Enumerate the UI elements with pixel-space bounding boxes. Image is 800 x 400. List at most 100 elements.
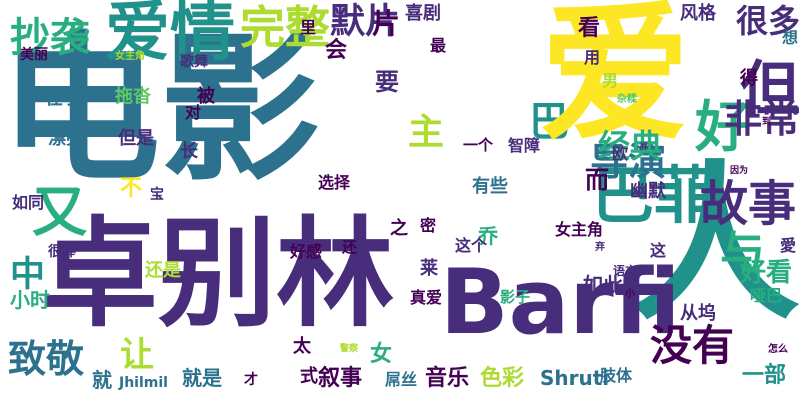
word-zhu: 主 <box>408 112 445 153</box>
word-ai-traditional: 愛 <box>780 236 797 255</box>
word-ruci: 如此 <box>583 273 623 297</box>
word-pian: 片 <box>372 7 401 40</box>
word-yinyue: 音乐 <box>425 366 470 391</box>
word-henduo: 很多 <box>735 2 800 40</box>
word-youmo: 幽默 <box>630 181 666 202</box>
word-jiushi: 就是 <box>182 366 222 390</box>
word-diaosi: 屌丝 <box>385 370 418 389</box>
word-nan: 男 <box>602 71 619 90</box>
word-xiju: 喜剧 <box>405 3 441 24</box>
word-rang: 让 <box>120 335 154 375</box>
word-yuyan: 语言 <box>613 264 638 278</box>
word-jingdian: 经典 <box>598 127 663 165</box>
word-nv: 女 <box>370 342 393 367</box>
word-zhiti: 肢体 <box>600 366 633 385</box>
word-shruti: Shruti <box>540 366 610 390</box>
word-xushi: 叙事 <box>318 366 363 391</box>
word-bei: 被 <box>197 86 215 107</box>
word-wanzheng: 完整 <box>240 1 331 54</box>
word-nvzhujue: 女主角 <box>555 220 604 239</box>
word-jingcha: 警察 <box>340 344 359 354</box>
word-tai: 太 <box>293 336 311 357</box>
word-tuota: 拖沓 <box>115 86 151 107</box>
word-qiao: 乔 <box>478 224 498 248</box>
word-meiyou: 没有 <box>650 321 735 370</box>
word-yao: 要 <box>375 68 399 96</box>
word-yaba: 哑巴 <box>750 286 783 305</box>
word-piaoliang: 漂亮 <box>48 128 84 149</box>
word-zui: 最 <box>430 36 447 55</box>
word-aiqing: 爱情 <box>105 0 236 70</box>
word-haishi: 还是 <box>145 260 181 281</box>
word-ai: 爱 <box>540 0 691 162</box>
word-xiaoshi: 小时 <box>10 288 50 312</box>
word-hao: 好 <box>695 95 751 159</box>
word-daoyan: 导演 <box>590 140 667 184</box>
word-secai: 色彩 <box>480 366 525 391</box>
word-youxie: 有些 <box>472 176 508 197</box>
word-henbang: 很棒 <box>48 244 76 260</box>
word-yu: 与 <box>720 226 766 279</box>
word-you: 又 <box>32 180 88 244</box>
word-dan: 但 <box>740 55 800 125</box>
word-de: 得 <box>740 68 758 89</box>
word-zhi: 之 <box>390 218 408 239</box>
word-bafei: 巴菲 <box>592 159 717 232</box>
word-gewu: 歌舞 <box>180 54 208 70</box>
word-congwu: 从坞 <box>680 303 716 324</box>
word-chang: 长 <box>180 141 198 162</box>
word-lai: 莱 <box>420 258 438 279</box>
word-mopian: 默片 <box>330 2 401 42</box>
word-haokan: 好看 <box>740 258 793 288</box>
word-bao: 宝 <box>150 187 164 203</box>
word-zhijing: 致敬 <box>8 337 85 381</box>
word-qi: 弃 <box>595 242 605 253</box>
word-zarou: 杂糅 <box>617 94 637 105</box>
word-dao: 到 <box>762 117 772 127</box>
word-yige: 一个 <box>463 136 494 154</box>
word-ou: 欧 <box>612 144 629 163</box>
word-xuanze: 选择 <box>318 173 351 192</box>
word-jiu: 就 <box>92 368 112 392</box>
word-nvzhujue-small: 女主角 <box>115 51 145 62</box>
word-gushi: 故事 <box>700 176 797 232</box>
word-zhege: 这个 <box>455 236 488 255</box>
word-hui: 会 <box>325 38 348 63</box>
word-shi: 式 <box>300 366 318 387</box>
word-yingzi: 影子 <box>500 288 531 306</box>
word-rutong: 如同 <box>12 193 45 212</box>
word-danshi: 但是 <box>118 128 154 149</box>
word-xiao: 小 <box>625 289 635 300</box>
word-zenme: 怎么 <box>768 344 788 355</box>
word-barfi: Barfi <box>440 250 681 355</box>
word-haogan: 好感 <box>290 242 323 261</box>
word-kan: 看 <box>578 16 601 41</box>
word-yinwei: 因为 <box>730 166 749 176</box>
word-yibu: 一部 <box>742 363 787 388</box>
word-fengge: 风格 <box>680 3 716 24</box>
word-zhong: 中 <box>10 255 46 295</box>
word-dui: 对 <box>185 103 202 122</box>
word-er: 而 <box>585 166 609 194</box>
word-zaiyu: 在于 <box>45 88 81 109</box>
word-ba: 巴 <box>522 100 568 140</box>
word-li: 里 <box>300 18 317 37</box>
word-zhenai: 真爱 <box>410 288 443 307</box>
word-hai: 还 <box>342 238 358 256</box>
word-zhe: 这 <box>650 241 667 260</box>
word-jhilmil: Jhilmil <box>119 375 168 391</box>
word-ren: 人 <box>629 146 800 344</box>
word-zhuobielin: 卓别林 <box>40 205 395 343</box>
word-xiang: 想 <box>782 28 799 47</box>
word-chaoxi: 抄袭 <box>10 15 90 61</box>
word-cai: 才 <box>244 372 258 388</box>
word-mi: 密 <box>420 216 437 235</box>
word-dianying: 电影 <box>0 16 321 203</box>
word-bu: 不 <box>120 176 143 201</box>
word-yong: 用 <box>584 48 601 67</box>
word-meili: 美丽 <box>20 47 48 63</box>
word-zhizhang: 智障 <box>508 136 541 155</box>
word-feichang: 非常 <box>723 97 800 141</box>
word-pang: 胖 <box>640 142 648 151</box>
